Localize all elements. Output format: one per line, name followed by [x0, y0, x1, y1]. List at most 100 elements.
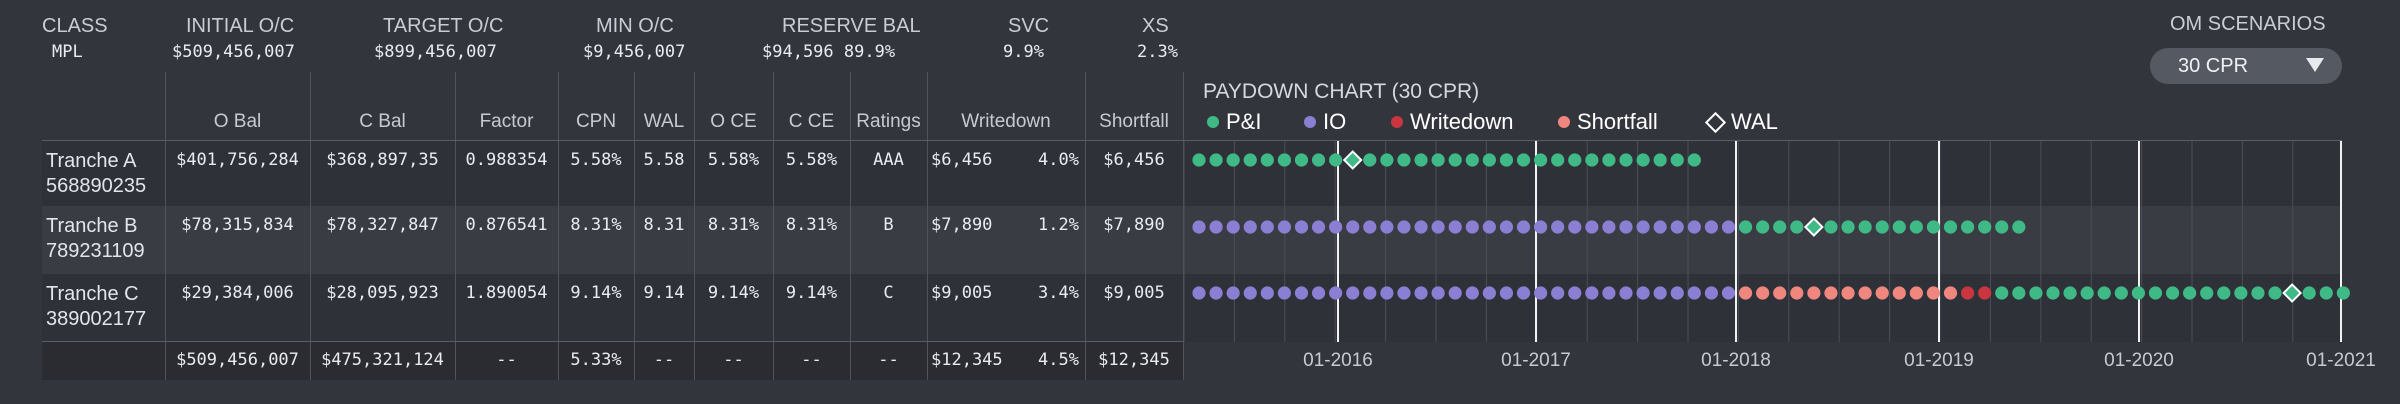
total-c_bal: $475,321,124: [321, 350, 444, 370]
om-scenarios-label: OM SCENARIOS: [2170, 13, 2326, 35]
column-divider: [165, 72, 166, 380]
cell-c_bal: $368,897,35: [326, 150, 439, 170]
cell-o_ce: 8.31%: [707, 215, 760, 235]
column-header[interactable]: O Bal: [213, 111, 262, 132]
legend-dot-icon: [1304, 116, 1316, 128]
om-scenarios-select[interactable]: 30 CPR: [2150, 48, 2342, 84]
total-writedown-amount: $12,345: [931, 350, 1003, 370]
column-divider: [1183, 72, 1184, 380]
cell-writedown-amount: $6,456: [931, 150, 993, 170]
cell-writedown-percent: 3.4%: [1038, 283, 1079, 303]
summary-label-4: RESERVE BAL: [782, 15, 921, 37]
legend-item[interactable]: Writedown: [1391, 109, 1514, 135]
total-rating: --: [878, 350, 899, 370]
cell-rating: AAA: [873, 150, 904, 170]
tranche-id: 568890235: [46, 175, 147, 197]
column-divider: [1085, 72, 1086, 380]
cell-factor: 1.890054: [465, 283, 548, 303]
chart-title: PAYDOWN CHART (30 CPR): [1203, 80, 1480, 103]
header-divider: [42, 140, 2342, 141]
legend-item[interactable]: Shortfall: [1558, 109, 1658, 135]
chart-row-bg-c: [1184, 274, 2342, 342]
x-tick-label: 01-2016: [1303, 350, 1373, 371]
tranche-label: Tranche C: [46, 283, 139, 305]
summary-value-3: $9,456,007: [583, 42, 686, 62]
legend-dot-icon: [1391, 116, 1403, 128]
cell-writedown-amount: $9,005: [931, 283, 993, 303]
cell-c_ce: 9.14%: [785, 283, 838, 303]
cell-factor: 0.988354: [465, 150, 548, 170]
cell-o_bal: $29,384,006: [181, 283, 294, 303]
column-divider: [773, 72, 774, 380]
total-shortfall: $12,345: [1098, 350, 1170, 370]
summary-label-1: INITIAL O/C: [186, 15, 295, 37]
chart-row-bg-b: [1184, 206, 2342, 274]
cell-shortfall: $9,005: [1103, 283, 1165, 303]
cell-cpn: 9.14%: [570, 283, 622, 303]
column-header[interactable]: CPN: [575, 111, 617, 132]
column-divider: [455, 72, 456, 380]
column-divider: [927, 72, 928, 380]
cell-cpn: 8.31%: [570, 215, 622, 235]
column-divider: [850, 72, 851, 380]
cell-wal: 8.31: [643, 215, 685, 235]
summary-label-5: SVC: [1008, 15, 1050, 37]
summary-value-6: 2.3%: [1137, 42, 1178, 62]
totals-divider: [42, 341, 1183, 342]
legend-label: WAL: [1731, 109, 1778, 134]
column-header[interactable]: C Bal: [359, 111, 406, 132]
total-writedown-percent: 4.5%: [1038, 350, 1079, 370]
summary-label-6: XS: [1142, 15, 1169, 37]
legend-item[interactable]: WAL: [1704, 109, 1778, 135]
row-bg-b: [42, 206, 1183, 274]
column-header[interactable]: Factor: [479, 111, 534, 132]
tranche-id: 389002177: [46, 308, 147, 330]
cell-c_bal: $78,327,847: [326, 215, 439, 235]
column-header[interactable]: Writedown: [961, 111, 1051, 132]
column-header[interactable]: Shortfall: [1099, 111, 1169, 132]
total-o_bal: $509,456,007: [176, 350, 299, 370]
total-cpn: 5.33%: [570, 350, 622, 370]
cell-c_bal: $28,095,923: [326, 283, 439, 303]
x-tick-label: 01-2019: [1904, 350, 1974, 371]
cell-rating: B: [883, 215, 894, 235]
legend-label: IO: [1323, 109, 1347, 134]
legend-dot-icon: [1558, 116, 1570, 128]
chart-row-bg-a: [1184, 141, 2342, 206]
x-tick-label: 01-2017: [1501, 350, 1571, 371]
x-tick-label: 01-2020: [2104, 350, 2174, 371]
legend-item[interactable]: IO: [1304, 109, 1346, 135]
tranche-name[interactable]: Tranche C 389002177: [46, 282, 146, 332]
totals-bg: [42, 342, 1183, 380]
summary-value-5: 9.9%: [1003, 42, 1044, 62]
tranche-id: 789231109: [46, 240, 145, 262]
cell-shortfall: $7,890: [1103, 215, 1165, 235]
tranche-name[interactable]: Tranche A 568890235: [46, 149, 146, 199]
column-divider: [634, 72, 635, 380]
legend-item[interactable]: P&I: [1207, 109, 1261, 135]
total-o_ce: --: [723, 350, 744, 370]
row-bg-a: [42, 141, 1183, 206]
legend-dot-icon: [1207, 116, 1219, 128]
summary-label-2: TARGET O/C: [383, 15, 504, 37]
tranche-name[interactable]: Tranche B 789231109: [46, 214, 145, 264]
cell-factor: 0.876541: [465, 215, 548, 235]
total-wal: --: [653, 350, 675, 370]
chevron-down-icon: [2306, 58, 2324, 72]
cell-writedown-percent: 4.0%: [1038, 150, 1079, 170]
cell-o_bal: $401,756,284: [176, 150, 299, 170]
column-header[interactable]: Ratings: [856, 111, 921, 132]
column-header[interactable]: C CE: [788, 111, 835, 132]
legend-label: Writedown: [1410, 109, 1514, 134]
column-divider: [694, 72, 695, 380]
column-header[interactable]: WAL: [643, 111, 685, 132]
cell-shortfall: $6,456: [1103, 150, 1165, 170]
column-header[interactable]: O CE: [710, 111, 757, 132]
cell-o_ce: 5.58%: [707, 150, 760, 170]
total-c_ce: --: [801, 350, 822, 370]
cell-wal: 5.58: [643, 150, 685, 170]
cell-writedown-amount: $7,890: [931, 215, 993, 235]
column-divider: [558, 72, 559, 380]
summary-label-0: CLASS: [42, 15, 108, 37]
tranche-label: Tranche B: [46, 215, 138, 237]
